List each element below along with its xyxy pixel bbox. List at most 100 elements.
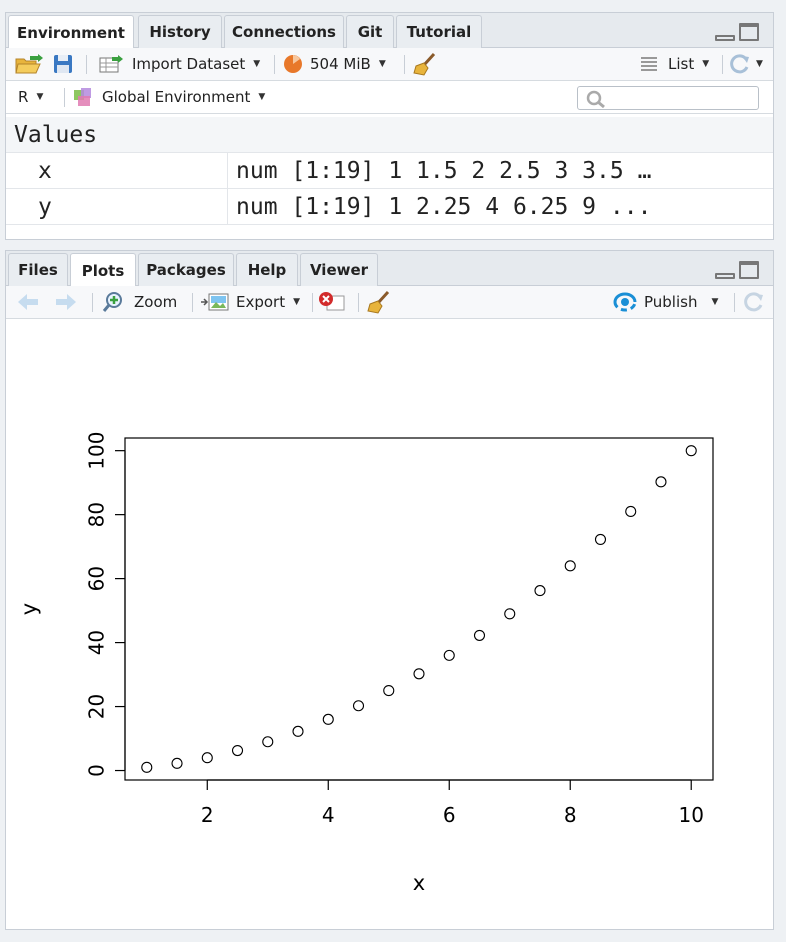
tab-label: Connections [232,23,336,41]
remove-plot-icon [319,292,345,311]
plot-frame [124,437,714,781]
clear-plots-button[interactable] [366,286,392,318]
x-tick-label: 4 [322,803,335,827]
data-point [534,585,546,597]
maximize-icon[interactable] [739,23,759,41]
toolbar-separator [274,55,275,74]
refresh-icon [730,54,749,74]
x-tick-label: 8 [564,803,577,827]
variable-row[interactable]: y num [1:19] 1 2.25 4 6.25 9 ... [6,189,773,225]
previous-plot-button[interactable] [16,286,40,318]
plots-toolbar: Zoom Export ▼ [6,286,773,319]
export-label: Export [236,293,286,311]
data-point [625,505,637,517]
chevron-down-icon: ▼ [378,59,386,69]
variable-value: num [1:19] 1 2.25 4 6.25 9 ... [236,193,652,220]
plots-tabbar: Files Plots Packages Help Viewer [6,251,773,287]
y-tick-label: 100 [85,432,109,470]
scatter-plot: 2 4 6 8 10 0 20 40 60 80 100 x y [17,432,714,895]
view-mode-label: List [668,55,695,73]
toolbar-separator [192,293,193,312]
language-dropdown[interactable]: R ▼ [18,81,43,113]
open-folder-icon [15,54,43,74]
x-axis: 2 4 6 8 10 [201,779,704,827]
table-import-icon [99,55,123,73]
publish-button[interactable]: Publish ▼ [612,286,718,318]
env-tabbar: Environment History Connections Git Tuto… [6,13,773,49]
import-dataset-button[interactable]: Import Dataset ▼ [98,48,260,80]
list-icon [641,57,657,71]
plot-viewer: 2 4 6 8 10 0 20 40 60 80 100 x y [6,320,773,929]
data-point [231,744,244,757]
arrow-right-icon [56,294,76,310]
environment-pane: Environment History Connections Git Tuto… [5,12,774,240]
env-scope-toolbar: R ▼ Global Environment ▼ [6,81,773,114]
clear-workspace-button[interactable] [412,48,438,80]
zoom-label: Zoom [134,293,178,311]
data-points [141,445,697,773]
tab-label: Help [247,261,287,279]
data-point [352,700,365,712]
tab-label: Plots [81,261,125,280]
variable-name: x [6,153,228,188]
chevron-down-icon: ▼ [253,59,261,69]
publish-icon [613,292,637,312]
environment-cubes-icon [74,88,91,106]
variable-name: y [6,189,228,224]
save-workspace-button[interactable] [52,48,74,80]
variable-row[interactable]: x num [1:19] 1 1.5 2 2.5 3 3.5 … [6,153,773,189]
remove-plot-button[interactable] [318,286,346,318]
maximize-icon[interactable] [739,261,759,279]
tab-tutorial[interactable]: Tutorial [396,15,482,48]
data-point [504,608,516,620]
minimize-icon[interactable] [715,273,735,279]
broom-icon [413,52,436,76]
tab-environment[interactable]: Environment [8,15,134,49]
load-workspace-button[interactable] [14,48,44,80]
y-axis: 0 20 40 60 80 100 [85,432,126,777]
memory-usage-label: 504 MiB [310,55,371,73]
tab-connections[interactable]: Connections [224,15,344,48]
tab-files[interactable]: Files [8,253,68,286]
data-point [564,560,576,572]
environment-search-input[interactable] [577,86,759,110]
toolbar-separator [312,293,313,312]
window-controls [715,261,759,279]
tab-label: Environment [17,23,125,42]
next-plot-button[interactable] [54,286,78,318]
toolbar-separator [358,293,359,312]
data-point [594,533,607,545]
chevron-down-icon: ▼ [702,59,710,69]
tab-help[interactable]: Help [236,253,298,286]
x-tick-label: 2 [201,803,214,827]
zoom-button[interactable]: Zoom [102,286,177,318]
view-mode-button[interactable]: List ▼ [640,48,709,80]
chevron-down-icon: ▼ [756,59,763,69]
language-label: R [18,88,29,106]
refresh-button[interactable]: ▼ [728,48,763,80]
y-axis-label: y [17,603,41,615]
refresh-icon [744,292,763,312]
minimize-icon[interactable] [715,35,735,41]
chevron-down-icon: ▼ [258,92,266,102]
data-point [413,668,425,680]
memory-usage-button[interactable]: 504 MiB ▼ [282,48,386,80]
export-button[interactable]: Export ▼ [200,286,300,318]
tab-history[interactable]: History [138,15,222,48]
plots-pane: Files Plots Packages Help Viewer [5,250,774,930]
tab-packages[interactable]: Packages [138,253,234,286]
refresh-plot-button[interactable] [742,286,766,318]
export-image-icon [201,293,229,311]
tab-viewer[interactable]: Viewer [300,253,378,286]
publish-label: Publish [644,293,698,311]
tab-git[interactable]: Git [346,15,394,48]
tab-plots[interactable]: Plots [70,253,136,287]
env-toolbar: Import Dataset ▼ 504 MiB ▼ [6,48,773,81]
toolbar-separator [734,293,735,312]
save-icon [54,55,72,73]
tab-label: Tutorial [406,23,472,41]
y-tick-label: 40 [85,630,109,655]
toolbar-separator [404,55,405,74]
chevron-down-icon: ▼ [36,92,44,102]
environment-scope-dropdown[interactable]: Global Environment ▼ [72,81,265,113]
